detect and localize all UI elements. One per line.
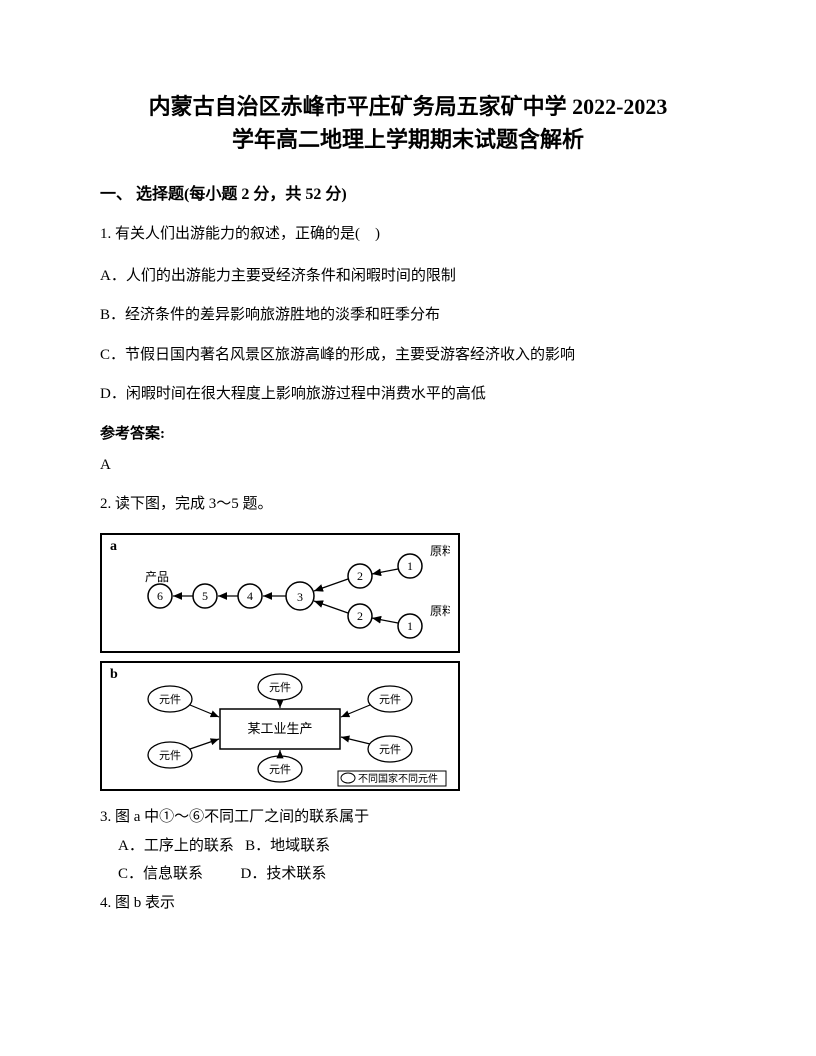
comp-bottom: 元件 [269, 763, 291, 776]
q1-option-b: B．经济条件的差异影响旅游胜地的淡季和旺季分布 [100, 303, 716, 329]
q1-answer: A [100, 457, 716, 474]
node-5: 5 [202, 589, 208, 603]
comp-tl: 元件 [159, 693, 181, 706]
q3-option-c: C．信息联系 [118, 866, 203, 882]
diagrams: a 1 原料 2 1 原料 2 [100, 533, 716, 791]
node-1-bot: 1 [407, 619, 413, 633]
diagram-a-label: a [110, 539, 117, 555]
q3-options-row1: A．工序上的联系 B．地域联系 [100, 832, 716, 861]
comp-top: 元件 [269, 681, 291, 694]
section-1-heading: 一、 选择题(每小题 2 分，共 52 分) [100, 180, 716, 204]
q1-answer-label: 参考答案: [100, 422, 716, 443]
question-1-stem: 1. 有关人们出游能力的叙述，正确的是( ) [100, 222, 716, 248]
q3-option-b: B．地域联系 [245, 838, 330, 854]
question-2-stem: 2. 读下图，完成 3～5 题。 [100, 492, 716, 518]
exam-title: 内蒙古自治区赤峰市平庄矿务局五家矿中学 2022-2023 学年高二地理上学期期… [100, 90, 716, 156]
node-1-top: 1 [407, 559, 413, 573]
comp-tr: 元件 [379, 693, 401, 706]
q1-option-c: C．节假日国内著名风景区旅游高峰的形成，主要受游客经济收入的影响 [100, 343, 716, 369]
node-3: 3 [297, 590, 303, 604]
diagram-b-svg: 某工业生产 元件 元件 元件 元件 元件 [110, 669, 450, 789]
q3-option-a: A．工序上的联系 [118, 838, 234, 854]
legend-text: 不同国家不同元件 [358, 772, 438, 785]
question-4-stem: 4. 图 b 表示 [100, 889, 716, 918]
title-line-1: 内蒙古自治区赤峰市平庄矿务局五家矿中学 2022-2023 [100, 90, 716, 123]
q1-option-d: D．闲暇时间在很大程度上影响旅游过程中消费水平的高低 [100, 382, 716, 408]
material-bot: 原料 [430, 604, 450, 618]
product-label: 产品 [145, 570, 169, 584]
center-label: 某工业生产 [247, 721, 312, 736]
q3-option-d: D．技术联系 [241, 866, 327, 882]
question-3-stem: 3. 图 a 中①～⑥不同工厂之间的联系属于 [100, 803, 716, 832]
node-6: 6 [157, 589, 163, 603]
diagram-b-label: b [110, 667, 118, 683]
comp-bl: 元件 [159, 749, 181, 762]
node-2-bot: 2 [357, 609, 363, 623]
node-2-top: 2 [357, 569, 363, 583]
diagram-b-box: b 某工业生产 元件 元件 元 [100, 661, 460, 791]
diagram-a-svg: 1 原料 2 1 原料 2 3 4 5 6 产品 [110, 541, 450, 651]
diagram-a-box: a 1 原料 2 1 原料 2 [100, 533, 460, 653]
title-line-2: 学年高二地理上学期期末试题含解析 [100, 123, 716, 156]
node-4: 4 [247, 589, 253, 603]
material-top: 原料 [430, 544, 450, 558]
q1-option-a: A．人们的出游能力主要受经济条件和闲暇时间的限制 [100, 264, 716, 290]
comp-br: 元件 [379, 743, 401, 756]
q3-options-row2: C．信息联系 D．技术联系 [100, 860, 716, 889]
